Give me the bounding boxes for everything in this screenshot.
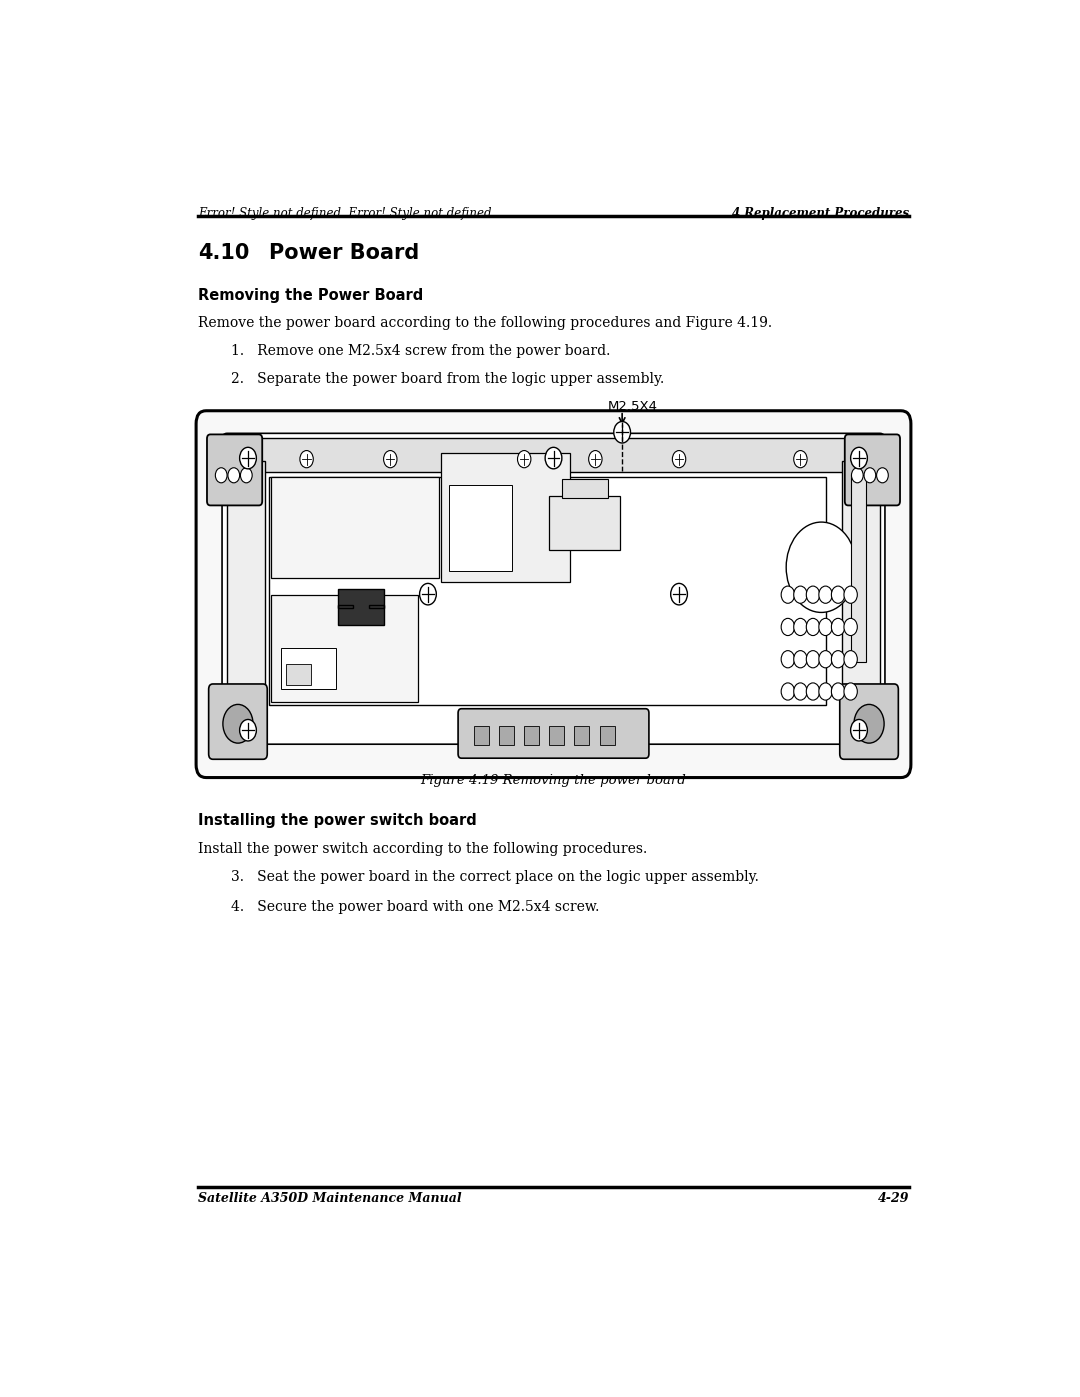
- Text: Installing the power switch board: Installing the power switch board: [198, 813, 476, 828]
- Circle shape: [781, 587, 795, 604]
- Circle shape: [851, 447, 867, 469]
- FancyBboxPatch shape: [197, 411, 910, 778]
- FancyBboxPatch shape: [840, 685, 899, 760]
- Circle shape: [545, 447, 562, 469]
- Circle shape: [851, 468, 863, 483]
- Circle shape: [819, 651, 833, 668]
- Text: 4.   Secure the power board with one M2.5x4 screw.: 4. Secure the power board with one M2.5x…: [231, 900, 599, 914]
- Circle shape: [589, 451, 602, 468]
- Bar: [474, 726, 489, 745]
- Text: Satellite A350D Maintenance Manual: Satellite A350D Maintenance Manual: [198, 1192, 461, 1204]
- Text: Error! Style not defined. Error! Style not defined.: Error! Style not defined. Error! Style n…: [198, 207, 495, 221]
- Circle shape: [419, 584, 436, 605]
- FancyBboxPatch shape: [222, 433, 885, 745]
- Bar: [271, 595, 418, 703]
- Circle shape: [781, 651, 795, 668]
- Circle shape: [832, 619, 845, 636]
- Circle shape: [794, 619, 807, 636]
- Circle shape: [843, 683, 858, 700]
- Bar: [271, 478, 438, 578]
- Circle shape: [215, 468, 227, 483]
- Circle shape: [240, 719, 256, 740]
- Circle shape: [851, 719, 867, 740]
- FancyBboxPatch shape: [458, 708, 649, 759]
- Circle shape: [794, 683, 807, 700]
- Circle shape: [794, 451, 807, 468]
- Circle shape: [781, 619, 795, 636]
- Circle shape: [843, 651, 858, 668]
- Circle shape: [832, 587, 845, 604]
- Text: 4-29: 4-29: [878, 1192, 909, 1204]
- Circle shape: [843, 619, 858, 636]
- Circle shape: [864, 468, 876, 483]
- Text: 3.   Seat the power board in the correct place on the logic upper assembly.: 3. Seat the power board in the correct p…: [231, 870, 759, 884]
- Text: Figure 4.19 Removing the power board: Figure 4.19 Removing the power board: [420, 774, 687, 788]
- Bar: [441, 453, 570, 581]
- Circle shape: [222, 704, 253, 743]
- Circle shape: [613, 422, 631, 443]
- Bar: [499, 726, 514, 745]
- Text: Remove the power board according to the following procedures and Figure 4.19.: Remove the power board according to the …: [198, 316, 772, 330]
- Circle shape: [240, 447, 256, 469]
- Circle shape: [807, 619, 820, 636]
- Circle shape: [228, 468, 240, 483]
- Bar: [550, 496, 620, 549]
- Bar: [524, 726, 539, 745]
- Bar: [562, 479, 608, 497]
- Circle shape: [673, 451, 686, 468]
- Circle shape: [807, 651, 820, 668]
- Bar: [449, 485, 512, 571]
- Bar: [260, 437, 847, 472]
- Bar: [599, 726, 615, 745]
- Circle shape: [671, 584, 688, 605]
- Bar: [575, 726, 590, 745]
- Circle shape: [241, 468, 253, 483]
- Circle shape: [819, 683, 833, 700]
- Text: 2.   Separate the power board from the logic upper assembly.: 2. Separate the power board from the log…: [231, 372, 664, 386]
- Text: M2.5X4: M2.5X4: [608, 400, 658, 414]
- Circle shape: [807, 683, 820, 700]
- Bar: [285, 664, 311, 685]
- Bar: [550, 726, 565, 745]
- Circle shape: [383, 451, 397, 468]
- Circle shape: [843, 587, 858, 604]
- Bar: [842, 461, 880, 732]
- Text: 1.   Remove one M2.5x4 screw from the power board.: 1. Remove one M2.5x4 screw from the powe…: [231, 344, 610, 358]
- FancyBboxPatch shape: [208, 685, 267, 760]
- Bar: [227, 461, 265, 732]
- Circle shape: [854, 704, 885, 743]
- Circle shape: [781, 683, 795, 700]
- Circle shape: [786, 522, 856, 612]
- Bar: [851, 475, 866, 662]
- Bar: [269, 478, 825, 705]
- Text: Removing the Power Board: Removing the Power Board: [198, 288, 423, 303]
- FancyBboxPatch shape: [207, 434, 262, 506]
- Circle shape: [832, 651, 845, 668]
- Text: 4 Replacement Procedures: 4 Replacement Procedures: [732, 207, 909, 221]
- Circle shape: [877, 468, 889, 483]
- Circle shape: [517, 451, 531, 468]
- Text: 4.10: 4.10: [198, 243, 249, 263]
- Circle shape: [819, 619, 833, 636]
- Circle shape: [819, 587, 833, 604]
- Text: Install the power switch according to the following procedures.: Install the power switch according to th…: [198, 842, 647, 856]
- Circle shape: [794, 587, 807, 604]
- Bar: [282, 648, 336, 689]
- Text: Power Board: Power Board: [269, 243, 419, 263]
- Circle shape: [300, 451, 313, 468]
- Circle shape: [807, 587, 820, 604]
- Circle shape: [794, 651, 807, 668]
- Polygon shape: [338, 588, 384, 624]
- Circle shape: [832, 683, 845, 700]
- FancyBboxPatch shape: [845, 434, 900, 506]
